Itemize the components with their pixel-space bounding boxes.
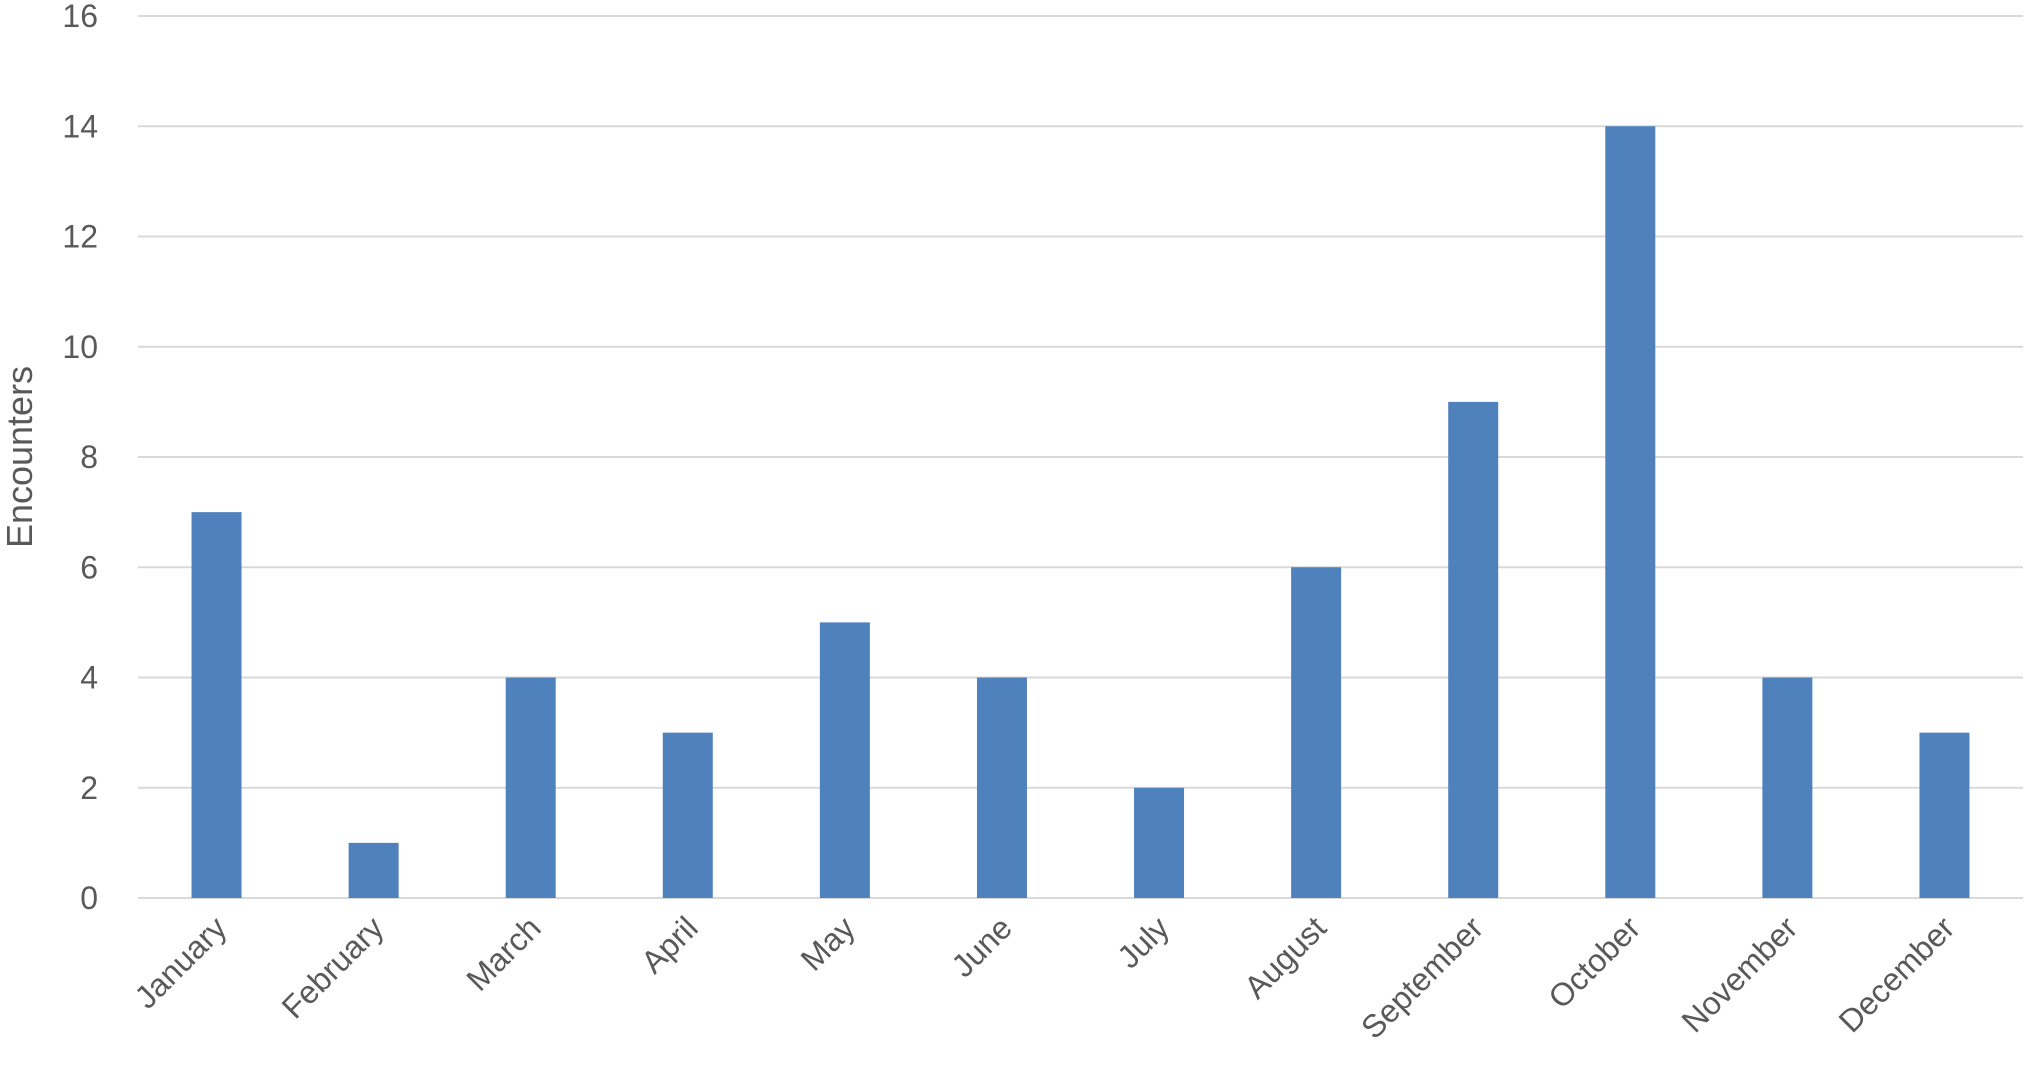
x-tick-label: June [944,909,1019,984]
x-tick-labels: January February March April May June July Augu… [128,909,1962,1045]
x-tick-label: July [1110,909,1176,975]
bar-february [348,842,399,898]
y-tick-label: 0 [80,880,98,916]
x-tick-label: November [1674,909,1804,1039]
y-tick-label: 4 [80,660,98,696]
bar-may [819,622,870,898]
x-tick-label: March [459,909,547,997]
x-tick-label: October [1541,909,1647,1015]
y-tick-label: 14 [62,108,98,144]
bar-october [1605,126,1656,898]
bar-september [1448,401,1499,898]
y-tick-labels: 0 2 4 6 8 10 12 14 16 [62,0,98,916]
y-tick-label: 16 [62,0,98,34]
y-axis-title: Encounters [0,366,40,548]
bar-august [1291,567,1342,898]
x-tick-label: December [1832,909,1962,1039]
bar-january [191,512,242,898]
y-tick-label: 10 [62,329,98,365]
bar-march [505,677,556,898]
x-tick-label: January [128,909,234,1015]
bar-june [976,677,1027,898]
x-tick-label: September [1354,909,1490,1045]
x-tick-label: April [634,909,705,980]
bar-november [1762,677,1813,898]
y-tick-label: 8 [80,439,98,475]
x-tick-label: February [275,909,391,1025]
bars [191,126,1970,898]
y-tick-label: 2 [80,770,98,806]
y-tick-label: 6 [80,549,98,585]
bar-december [1919,732,1970,898]
x-tick-label: May [794,909,862,977]
y-tick-label: 12 [62,219,98,255]
bar-july [1134,787,1185,898]
bar-april [662,732,713,898]
x-tick-label: August [1237,909,1333,1005]
gridlines [138,15,2023,899]
